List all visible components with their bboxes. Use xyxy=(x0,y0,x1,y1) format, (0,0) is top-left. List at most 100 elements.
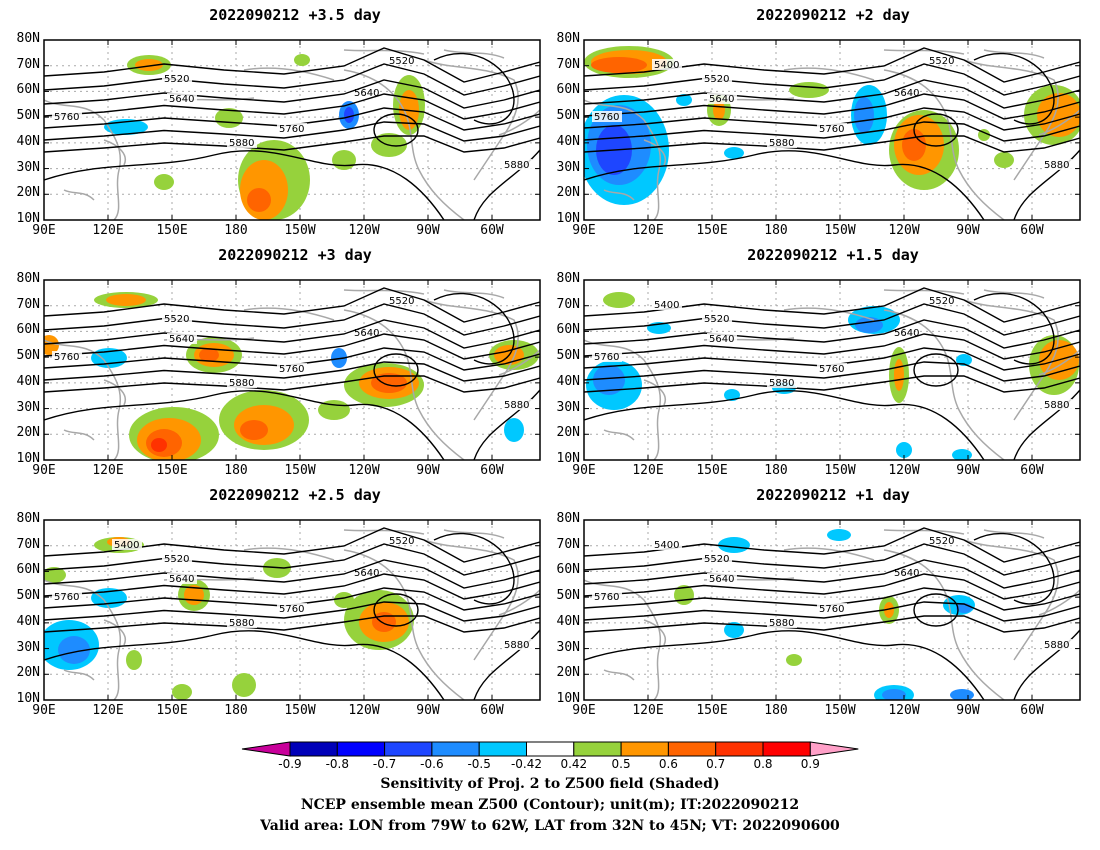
contour-label: 5520 xyxy=(164,554,189,565)
map-frame-5: 5400 5520 5640 5760 5880 5880 5760 5520 5640 xyxy=(43,519,541,701)
z500-contour xyxy=(473,149,540,220)
map-panel-2: 2022090212 +2 day xyxy=(550,0,1100,245)
caption-line-2: NCEP ensemble mean Z500 (Contour); unit(… xyxy=(300,797,800,813)
contour-label: 5520 xyxy=(704,74,729,85)
map-panel-5: 2022090212 +2.5 day xyxy=(0,480,550,725)
panel-title: 2022090212 +2 day xyxy=(756,6,910,24)
lon-tick-label: 120E xyxy=(92,223,124,238)
panel-title: 2022090212 +1.5 day xyxy=(747,246,919,264)
lat-tick-label: 30N xyxy=(16,639,40,655)
colorbar-min-arrow xyxy=(241,741,291,757)
contour-label: 5400 xyxy=(654,540,679,551)
z500-contour xyxy=(973,52,1055,125)
lat-tick-label: 80N xyxy=(556,31,580,46)
lon-tick-label: 150E xyxy=(696,463,728,478)
lat-tick-label: 20N xyxy=(556,425,580,441)
lon-tick-label: 150W xyxy=(824,463,856,478)
z500-contour xyxy=(584,615,1080,633)
contour-label: 5880 xyxy=(769,618,794,629)
z500-contour xyxy=(373,353,419,387)
lat-tick-label: 60N xyxy=(16,562,40,578)
sensitivity-patch xyxy=(724,147,744,159)
sensitivity-patch xyxy=(882,689,906,700)
colorbar-tick-label: 0.9 xyxy=(800,757,820,771)
map-frame-4: 5400 5520 5640 5760 5880 5880 5760 5520 5640 xyxy=(583,279,1081,461)
sensitivity-patch xyxy=(106,294,146,306)
colorbar-tick-label: 0.6 xyxy=(658,757,678,771)
z500-contour xyxy=(584,559,1080,589)
contour-label: 5520 xyxy=(704,554,729,565)
lon-tick-label: 120E xyxy=(92,463,124,478)
map-panel-4: 2022090212 +1.5 day xyxy=(550,240,1100,485)
z500-contour xyxy=(473,389,540,460)
panel-title: 2022090212 +1 day xyxy=(756,486,910,504)
lon-tick-label: 120W xyxy=(348,223,380,238)
contour-label: 5880 xyxy=(504,640,529,651)
z500-contour xyxy=(44,319,540,349)
z500-contour xyxy=(44,543,540,576)
contour-label: 5880 xyxy=(229,618,254,629)
z500-contour xyxy=(44,79,540,109)
colorbar-max-arrow xyxy=(809,741,859,757)
lon-tick-label: 120W xyxy=(888,223,920,238)
contour-label: 5760 xyxy=(54,112,79,123)
lon-tick-label: 90E xyxy=(572,223,596,238)
sensitivity-patch xyxy=(247,188,271,212)
sensitivity-patch xyxy=(713,100,725,120)
sensitivity-patch xyxy=(199,348,219,362)
colorbar-tick-label: 0.42 xyxy=(560,757,588,771)
z500-contour xyxy=(584,150,985,220)
colorbar-tick-label: 0.7 xyxy=(706,757,726,771)
z500-contour xyxy=(584,390,985,460)
colorbar-tick-label: 0.5 xyxy=(611,757,631,771)
z500-contour xyxy=(44,47,540,83)
contour-label: 5520 xyxy=(704,314,729,325)
lat-tick-label: 70N xyxy=(16,56,40,72)
colorbar-segment xyxy=(573,741,622,757)
contour-label: 5760 xyxy=(279,364,304,375)
lon-tick-label: 180 xyxy=(224,223,248,238)
sensitivity-patch xyxy=(956,354,972,366)
z500-contour xyxy=(44,361,540,382)
contour-label: 5640 xyxy=(894,88,919,99)
contour-label: 5400 xyxy=(114,540,139,551)
colorbar-segment xyxy=(526,741,575,757)
colorbar-segment xyxy=(289,741,338,757)
contour-label: 5880 xyxy=(229,378,254,389)
sensitivity-patch xyxy=(44,335,59,355)
lat-tick-label: 70N xyxy=(556,536,580,552)
sensitivity-patch xyxy=(591,57,647,73)
sensitivity-patch xyxy=(952,449,972,460)
z500-contour xyxy=(973,532,1055,605)
z500-contour xyxy=(44,587,540,611)
lon-tick-label: 180 xyxy=(764,223,788,238)
lon-tick-label: 90E xyxy=(572,703,596,718)
lat-tick-label: 60N xyxy=(16,82,40,98)
z500-contour xyxy=(44,375,540,393)
sensitivity-patch xyxy=(504,418,524,442)
contour-label: 5640 xyxy=(894,568,919,579)
colorbar-segment xyxy=(715,741,764,757)
z500-contour xyxy=(44,135,540,153)
sensitivity-patch xyxy=(593,365,625,395)
lat-tick-label: 50N xyxy=(16,348,40,364)
lon-tick-label: 60W xyxy=(480,463,504,478)
map-frame-3: 5520 5640 5760 5880 5880 5760 5520 5640 xyxy=(43,279,541,461)
lat-tick-label: 20N xyxy=(16,185,40,201)
z500-contour xyxy=(584,135,1080,153)
lat-tick-label: 50N xyxy=(16,588,40,604)
lat-tick-label: 60N xyxy=(16,322,40,338)
sensitivity-patch xyxy=(240,420,268,440)
contour-label: 5520 xyxy=(164,314,189,325)
contour-label: 5520 xyxy=(929,56,954,67)
z500-contour xyxy=(44,333,540,360)
lon-tick-label: 120E xyxy=(632,223,664,238)
colorbar-tick-label: -0.5 xyxy=(467,757,491,771)
panel-title: 2022090212 +2.5 day xyxy=(209,486,381,504)
contour-label: 5760 xyxy=(594,112,619,123)
z500-contour xyxy=(584,630,985,700)
panel-title: 2022090212 +3 day xyxy=(218,246,372,264)
lat-tick-label: 30N xyxy=(556,159,580,175)
lon-tick-label: 90E xyxy=(32,463,56,478)
contour-label: 5880 xyxy=(769,378,794,389)
